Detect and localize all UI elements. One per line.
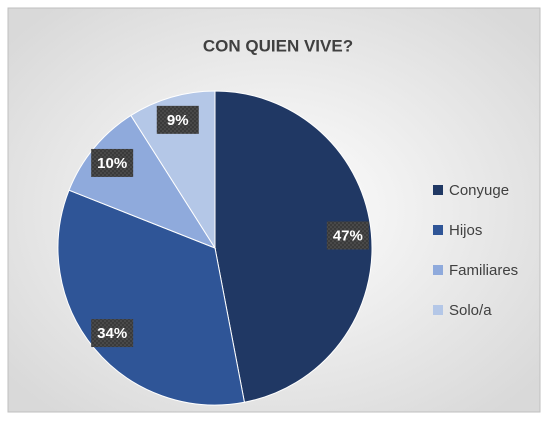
pie-slice [68, 114, 217, 250]
legend-swatch [433, 265, 443, 275]
legend-label: Hijos [449, 222, 482, 239]
chart-title: CON QUIEN VIVE? [203, 36, 353, 55]
data-label: 10% [97, 155, 127, 172]
pie-slice [57, 189, 246, 406]
data-label-box [91, 148, 134, 177]
legend-label: Solo/a [449, 302, 492, 319]
legend-label: Familiares [449, 262, 518, 279]
legend-swatch [433, 225, 443, 235]
legend-swatch [433, 185, 443, 195]
data-label-box [326, 221, 369, 250]
legend-label: Conyuge [449, 182, 509, 199]
data-label: 34% [97, 325, 127, 342]
data-label: 9% [167, 112, 189, 129]
data-label-box [156, 105, 199, 134]
legend-swatch [433, 305, 443, 315]
data-label: 47% [333, 227, 363, 244]
pie-slice [214, 90, 373, 403]
data-label-box [91, 319, 134, 348]
